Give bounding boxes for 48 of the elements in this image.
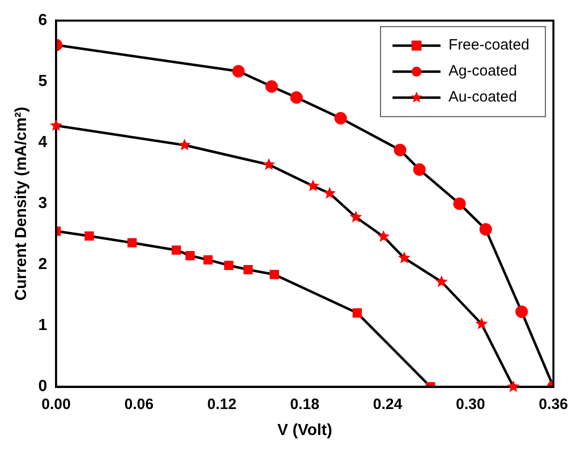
y-tick-label: 6: [38, 12, 48, 30]
point: [507, 380, 520, 392]
x-tick-label: 0.12: [207, 396, 236, 413]
x-axis-title: V (Volt): [277, 422, 332, 439]
y-tick-label: 0: [38, 378, 48, 396]
y-tick-label: 5: [38, 73, 48, 90]
point: [350, 210, 362, 222]
point: [515, 305, 528, 318]
x-tick-label: 0.18: [290, 396, 320, 413]
point: [185, 250, 195, 260]
legend-label: Ag-coated: [448, 62, 517, 80]
x-tick-label: 0.30: [456, 396, 486, 413]
point: [262, 158, 276, 170]
y-tick-label: 4: [38, 134, 48, 152]
point: [243, 264, 253, 274]
point: [50, 119, 62, 131]
y-tick-label: 1: [38, 317, 48, 334]
point: [413, 163, 426, 176]
point: [290, 91, 303, 104]
point: [377, 230, 390, 242]
point: [203, 255, 213, 264]
point: [178, 138, 191, 150]
y-tick-label: 3: [38, 195, 48, 212]
x-tick-label: 0.06: [124, 396, 154, 413]
point: [84, 231, 94, 241]
point: [394, 144, 406, 156]
x-tick-label: 0.24: [373, 396, 403, 413]
point: [479, 223, 492, 236]
point: [334, 112, 347, 125]
point: [265, 80, 278, 93]
point: [172, 245, 181, 255]
point: [453, 197, 466, 210]
point: [435, 275, 448, 288]
y-tick-label: 2: [38, 256, 48, 274]
point: [232, 65, 245, 78]
x-tick-label: 0.36: [538, 396, 568, 413]
point: [224, 260, 234, 270]
legend-label: Free-coated: [448, 36, 530, 54]
point: [323, 186, 336, 199]
point: [352, 308, 362, 318]
point: [398, 252, 410, 264]
y-axis-title: Current Density (mA/cm²): [13, 106, 30, 301]
point: [306, 180, 320, 192]
point: [127, 238, 137, 248]
legend-label: Au-coated: [448, 88, 517, 106]
point: [270, 270, 279, 280]
point: [475, 317, 488, 330]
x-tick-label: 0.00: [41, 396, 71, 413]
